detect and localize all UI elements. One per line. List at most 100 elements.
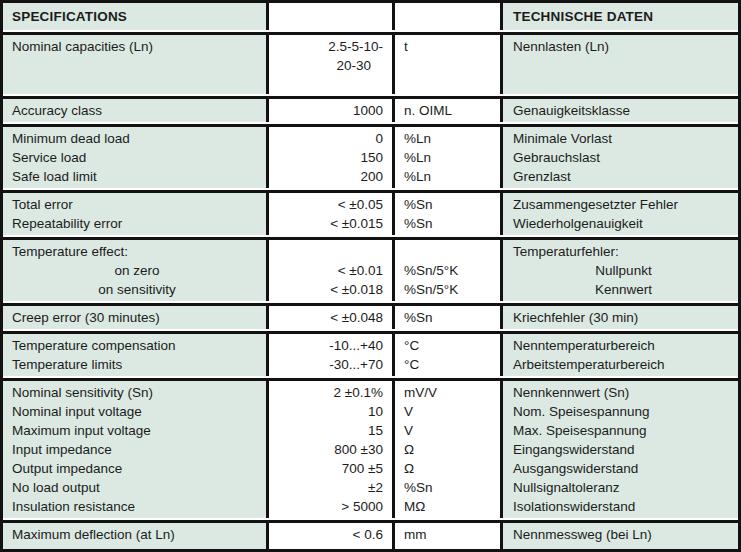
cell-line: Gebrauchslast xyxy=(513,148,734,167)
table-row: Temperature effect:on zeroon sensitivity… xyxy=(3,237,738,301)
cell-line: n. OIML xyxy=(404,101,500,120)
cell-specification: Nominal capacities (Ln) xyxy=(3,35,266,94)
cell-value: < 0.6 xyxy=(266,523,392,549)
cell-line: Isolationswiderstand xyxy=(513,497,734,516)
cell-specification: Total errorRepeatability error xyxy=(3,193,266,235)
cell-line: Wiederholgenauigkeit xyxy=(513,214,734,233)
cell-technische-daten: Nennlasten (Ln) xyxy=(500,35,738,94)
cell-line: 1000 xyxy=(269,101,383,120)
cell-line: %Sn xyxy=(404,214,500,233)
cell-line: Minimum dead load xyxy=(12,129,262,148)
cell-line: < ±0.015 xyxy=(269,214,383,233)
cell-unit: °C°C xyxy=(392,334,500,376)
cell-line: > 5000 xyxy=(269,497,383,516)
cell-line: %Ln xyxy=(404,129,500,148)
cell-line: Genauigkeitsklasse xyxy=(513,101,734,120)
cell-line: mm xyxy=(404,525,500,544)
cell-line: mV/V xyxy=(404,383,500,402)
cell-unit: %Sn/5°K%Sn/5°K xyxy=(392,240,500,301)
cell-unit: %Sn%Sn xyxy=(392,193,500,235)
cell-line: Temperature effect: xyxy=(12,242,262,261)
cell-value: < ±0.01< ±0.018 xyxy=(266,240,392,301)
cell-value: < ±0.05< ±0.015 xyxy=(266,193,392,235)
cell-line: 10 xyxy=(269,402,383,421)
cell-value: 2.5-5-10-20-30 xyxy=(266,35,392,94)
cell-line: Maximum input voltage xyxy=(12,421,262,440)
cell-specification: Nominal sensitivity (Sn)Nominal input vo… xyxy=(3,381,266,518)
cell-line: Eingangswiderstand xyxy=(513,440,734,459)
cell-technische-daten: Kriechfehler (30 min) xyxy=(500,306,738,329)
cell-line: -10...+40 xyxy=(269,336,383,355)
table-row: Accuracy class1000 n. OIML Genauigkeitskla… xyxy=(3,96,738,122)
cell-line: 0 xyxy=(269,129,383,148)
cell-line: %Sn xyxy=(404,478,500,497)
header-technische-daten: TECHNISCHE DATEN xyxy=(500,3,738,30)
cell-line: Ω xyxy=(404,440,500,459)
cell-line: %Sn/5°K xyxy=(404,280,500,299)
cell-unit: mV/VVVΩΩ%SnMΩ xyxy=(392,381,500,518)
cell-line: 2 ±0.1% xyxy=(269,383,383,402)
cell-line: -30...+70 xyxy=(269,355,383,374)
cell-specification: Creep error (30 minutes) xyxy=(3,306,266,329)
cell-line: on sensitivity xyxy=(12,280,262,299)
table-row: Nominal capacities (Ln)2.5-5-10-20-30 t Ne… xyxy=(3,32,738,94)
cell-line: %Sn/5°K xyxy=(404,261,500,280)
cell-line: Ω xyxy=(404,459,500,478)
cell-line: Kennwert xyxy=(513,280,734,299)
cell-unit: t xyxy=(392,35,500,94)
cell-line: Temperaturfehler: xyxy=(513,242,734,261)
cell-unit: %Ln%Ln%Ln xyxy=(392,127,500,188)
cell-line: < ±0.05 xyxy=(269,195,383,214)
header-specifications: SPECIFICATIONS xyxy=(3,3,266,30)
table-row: Total errorRepeatability error< ±0.05< ±… xyxy=(3,190,738,235)
cell-line: Kriechfehler (30 min) xyxy=(513,308,734,327)
cell-line xyxy=(404,242,500,261)
cell-technische-daten: Zusammengesetzter FehlerWiederholgenauig… xyxy=(500,193,738,235)
cell-line: Arbeitstemperaturbereich xyxy=(513,355,734,374)
cell-line: Nennkennwert (Sn) xyxy=(513,383,734,402)
cell-line: Nennlasten (Ln) xyxy=(513,37,734,56)
cell-line: Nominal capacities (Ln) xyxy=(12,37,262,56)
cell-value: -10...+40-30...+70 xyxy=(266,334,392,376)
table-row: Minimum dead loadService loadSafe load l… xyxy=(3,124,738,188)
cell-value: < ±0.048 xyxy=(266,306,392,329)
cell-line: < ±0.01 xyxy=(269,261,383,280)
cell-value: 0150200 xyxy=(266,127,392,188)
cell-specification: Maximum deflection (at Ln) xyxy=(3,523,266,549)
cell-line: V xyxy=(404,402,500,421)
cell-line: Input impedance xyxy=(12,440,262,459)
cell-line: on zero xyxy=(12,261,262,280)
cell-line: Max. Speisespannung xyxy=(513,421,734,440)
cell-value: 2 ±0.1%1015800 ±30700 ±5±2> 5000 xyxy=(266,381,392,518)
cell-unit: mm xyxy=(392,523,500,549)
cell-line: 15 xyxy=(269,421,383,440)
cell-line: t xyxy=(404,37,500,56)
cell-line: ±2 xyxy=(269,478,383,497)
cell-line: Minimale Vorlast xyxy=(513,129,734,148)
cell-line: 700 ±5 xyxy=(269,459,383,478)
cell-technische-daten: Minimale VorlastGebrauchslastGrenzlast xyxy=(500,127,738,188)
cell-line: Repeatability error xyxy=(12,214,262,233)
cell-value: 1000 xyxy=(266,99,392,122)
cell-line: Nom. Speisespannung xyxy=(513,402,734,421)
cell-line: V xyxy=(404,421,500,440)
header-unit-column xyxy=(392,3,500,30)
cell-line: Service load xyxy=(12,148,262,167)
cell-line: Nullpunkt xyxy=(513,261,734,280)
cell-line: Nennmessweg (bei Ln) xyxy=(513,525,734,544)
cell-unit: %Sn xyxy=(392,306,500,329)
cell-line: °C xyxy=(404,336,500,355)
cell-specification: Temperature compensationTemperature limi… xyxy=(3,334,266,376)
table-row: Creep error (30 minutes)< ±0.048%Sn Kriec… xyxy=(3,303,738,329)
cell-line: Temperature limits xyxy=(12,355,262,374)
cell-line: %Ln xyxy=(404,148,500,167)
cell-line: 2.5-5-10- xyxy=(269,37,383,56)
cell-specification: Accuracy class xyxy=(3,99,266,122)
cell-line: Insulation resistance xyxy=(12,497,262,516)
cell-line: < ±0.018 xyxy=(269,280,383,299)
cell-line xyxy=(269,242,383,261)
table-row: Temperature compensationTemperature limi… xyxy=(3,331,738,376)
cell-line: %Sn xyxy=(404,195,500,214)
cell-line: Maximum deflection (at Ln) xyxy=(12,525,262,544)
cell-line: 150 xyxy=(269,148,383,167)
